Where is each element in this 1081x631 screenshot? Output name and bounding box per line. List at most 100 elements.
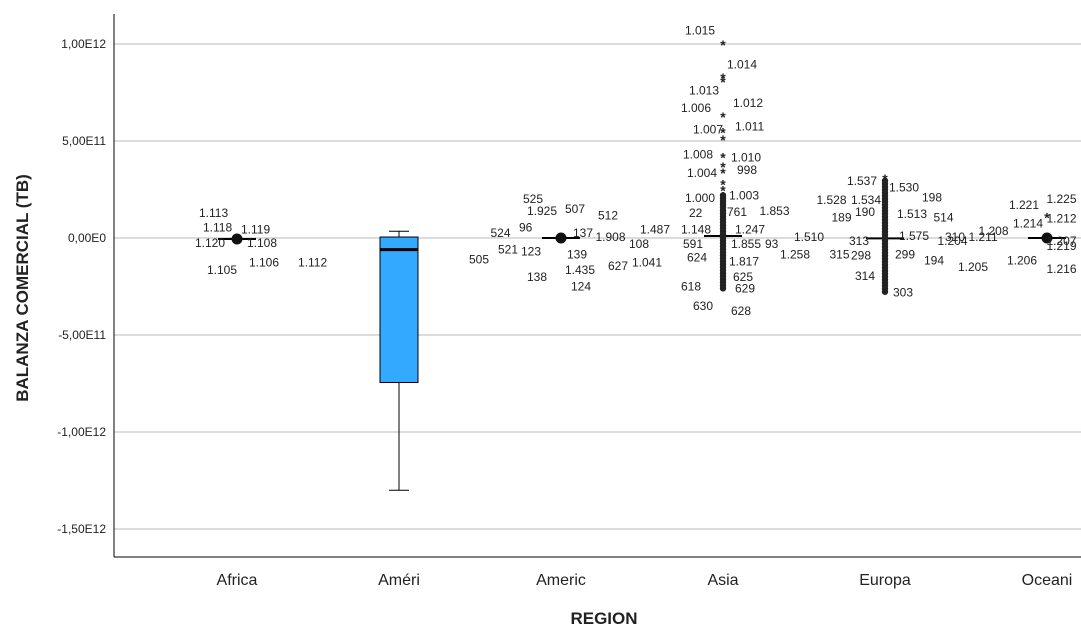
outlier-label: 123 [521, 245, 541, 259]
outlier-labels: 1.113 1.119 1.118 1.108 1.120 1.106 1.105 1.112… [195, 23, 1077, 317]
outlier-label: 124 [571, 280, 591, 294]
outlier-label: 630 [693, 299, 713, 313]
outlier-label: 22 [689, 206, 703, 220]
outlier-label: 1.106 [249, 255, 279, 269]
outlier-label: 1.206 [1007, 253, 1037, 267]
outlier-label: 1.219 [1047, 239, 1077, 253]
outlier-label: 629 [735, 281, 755, 295]
outlier-label: 303 [893, 285, 913, 299]
outlier-label: 1.148 [681, 222, 711, 236]
outlier-label: 1.205 [958, 260, 988, 274]
outlier-label: 1.435 [565, 263, 595, 277]
outlier-label: 1.247 [735, 222, 765, 236]
outlier-label: 190 [855, 205, 875, 219]
outlier-label: 998 [737, 163, 757, 177]
outlier-label: 1.108 [247, 236, 277, 250]
x-tick-label: Oceani [1022, 572, 1073, 589]
outlier-label: 1.207 [1047, 234, 1077, 248]
extreme-point: * [720, 132, 726, 148]
x-tick-label: Americ [536, 572, 586, 589]
outlier-label: 1.041 [632, 255, 662, 269]
outlier-label: 314 [855, 269, 875, 283]
outlier-label: 624 [687, 250, 707, 264]
y-tick-label: 0,00E0 [68, 231, 106, 245]
extreme-point: * [720, 188, 726, 204]
outlier-label: 1.119 [241, 222, 270, 236]
x-tick-label: Europa [859, 572, 911, 589]
outlier-label: 1.225 [1047, 192, 1077, 206]
outlier-label: 313 [849, 234, 869, 248]
outlier-label: 1.006 [681, 101, 711, 115]
outlier-label: 1.513 [897, 207, 927, 221]
outlier-label: 1.534 [851, 193, 881, 207]
extreme-point: * [720, 165, 726, 181]
outlier-label: 618 [681, 280, 701, 294]
x-tick-label: Africa [217, 572, 258, 589]
outlier-label: 1.013 [689, 84, 719, 98]
y-axis-title: BALANZA COMERCIAL (TB) [13, 174, 32, 402]
outlier-label: 1.015 [685, 23, 715, 37]
outlier-label: 625 [733, 270, 753, 284]
outlier-label: 507 [565, 202, 585, 216]
outlier-label: 1.010 [731, 150, 761, 164]
outlier-label: 1.258 [780, 247, 810, 261]
x-tick-label: Améri [378, 572, 420, 589]
outlier-label: 1.014 [727, 57, 757, 71]
outlier-label: 1.113 [199, 206, 228, 220]
extreme-point: * [720, 37, 726, 53]
outlier-label: 1.008 [683, 148, 713, 162]
outlier-label: 310 [945, 230, 965, 244]
extreme-point: * [1044, 210, 1050, 226]
outlier-label: 1.105 [207, 263, 237, 277]
outlier-label: 628 [731, 304, 751, 318]
outlier-label: 761 [727, 205, 747, 219]
outlier-label: 1.216 [1047, 262, 1077, 276]
y-tick-label: -5,00E11 [58, 328, 106, 342]
extreme-point: * [720, 177, 726, 193]
outlier-label: 1.208 [979, 224, 1009, 238]
outlier-label: 1.487 [640, 222, 670, 236]
extreme-point: * [720, 150, 726, 166]
outlier-label: 1.012 [733, 96, 763, 110]
extreme-point: * [720, 159, 726, 175]
outlier-label: 1.003 [729, 188, 759, 202]
outlier-label: 1.925 [527, 204, 557, 218]
outlier-label: 1.211 [969, 230, 998, 244]
outlier-label: 1.530 [889, 181, 919, 195]
outlier-label: 315 [830, 247, 850, 261]
extreme-point: * [720, 109, 726, 125]
extreme-point: * [882, 171, 888, 187]
outlier-label: 525 [523, 192, 543, 206]
outlier-label: 93 [765, 237, 779, 251]
outlier-label: 138 [527, 270, 547, 284]
outlier-label: 1.528 [817, 193, 847, 207]
outlier-label: 198 [922, 190, 942, 204]
outlier-label: 512 [598, 209, 618, 223]
outlier-label: 108 [629, 237, 649, 251]
extreme-points: *************** [231, 37, 1053, 297]
outlier-label: 194 [924, 253, 944, 267]
outlier-label: 1.908 [596, 230, 626, 244]
outlier-label: 1.120 [195, 236, 225, 250]
outlier-point [719, 285, 727, 292]
outlier-label: 1.817 [729, 254, 759, 268]
outlier-label: 1.204 [938, 234, 968, 248]
outlier-label: 1.007 [693, 122, 723, 136]
x-tick-label: Asia [707, 572, 738, 589]
y-tick-label: 1,00E12 [61, 37, 106, 51]
whiskers [389, 230, 409, 491]
y-tick-labels: 1,00E12 5,00E11 0,00E0 -5,00E11 -1,00E12 -1,5… [57, 37, 106, 536]
extreme-point: * [720, 183, 726, 199]
outlier-label: 1.853 [760, 204, 790, 218]
box-rect [379, 236, 419, 384]
outlier-label: 299 [895, 247, 915, 261]
outlier-label: 1.214 [1013, 216, 1043, 230]
outlier-label: 521 [498, 243, 518, 257]
extreme-point: * [720, 281, 726, 297]
outlier-point [881, 288, 889, 295]
y-tick-label: -1,50E12 [57, 522, 106, 536]
outlier-label: 1.221 [1009, 198, 1039, 212]
outlier-point [231, 233, 243, 245]
